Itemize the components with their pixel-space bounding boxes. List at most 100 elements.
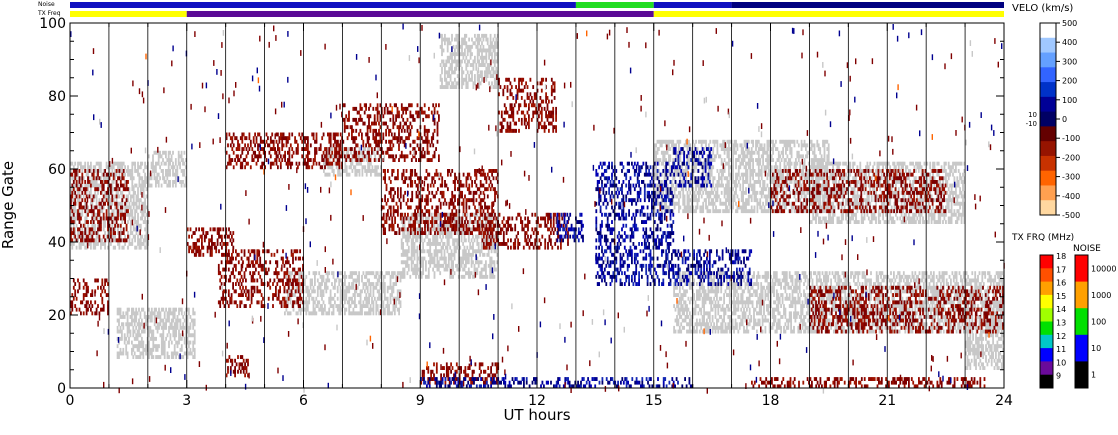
noise-colorbar [1074, 254, 1089, 389]
scatter-region-neg-12 [770, 169, 947, 214]
y-tick-label-40: 40 [48, 235, 66, 251]
x-tick-label-9: 9 [416, 393, 425, 409]
txfreq-label-9: 9 [1056, 372, 1061, 381]
txfreq-color-6 [1040, 334, 1053, 349]
txfreq-color-1 [1040, 268, 1053, 283]
y-tick-label-80: 80 [48, 89, 66, 105]
velo-color-12 [1040, 200, 1056, 216]
txfreq-label-14: 14 [1056, 305, 1066, 314]
noise-label-10000: 10000 [1091, 264, 1116, 273]
noise-label-1: 1 [1091, 371, 1096, 380]
txfreq-color-4 [1040, 308, 1053, 322]
y-axis-ticks: 0 20 40 60 80 100 [39, 16, 1004, 397]
noise-color-3 [1075, 334, 1088, 362]
txfreq-label-15: 15 [1056, 292, 1066, 301]
velo-label-3: 200 [1062, 77, 1077, 86]
x-tick-label-15: 15 [645, 393, 663, 409]
velo-label-6: -100 [1062, 134, 1080, 143]
scatter-region-neg-1 [70, 278, 109, 316]
scatter-region-ground-10 [965, 322, 1004, 370]
velo-label-5: 0 [1062, 115, 1067, 124]
y-tick-label-60: 60 [48, 162, 66, 178]
scatter-region-neg-0 [70, 169, 129, 243]
y-tick-label-0: 0 [57, 381, 66, 397]
velo-color-8 [1040, 141, 1056, 157]
x-axis-ticks: 0 3 6 9 12 15 18 21 24 [66, 23, 1013, 409]
txfreq-color-5 [1040, 321, 1053, 336]
x-tick-label-18: 18 [762, 393, 780, 409]
y-tick-label-100: 100 [39, 16, 66, 32]
x-axis-label: UT hours [503, 406, 570, 424]
noise-color-0 [1075, 255, 1088, 283]
txfreq-segment-1 [186, 11, 654, 17]
scatter-region-pos-2 [420, 377, 694, 389]
noise-color-4 [1075, 361, 1088, 389]
velocity-colorbar-labels: 500 400 300 200 100 0 -100 -200 -300 -400 -500 10-1… [1026, 19, 1081, 220]
velo-color-1 [1040, 37, 1056, 54]
velo-color-11 [1040, 185, 1056, 201]
velo-color-0 [1040, 23, 1056, 39]
scatter-region-ground-2 [147, 150, 187, 188]
velo-label-4: 100 [1062, 96, 1077, 105]
velo-label-9: -400 [1062, 192, 1080, 201]
txfreq-segment-0 [70, 11, 187, 17]
top-status-bars [70, 2, 1004, 17]
scatter-region-pos-3 [673, 249, 753, 286]
txfreq-colorbar [1039, 254, 1054, 389]
velo-color-9 [1040, 155, 1056, 172]
velo-color-10 [1040, 170, 1056, 186]
velo-label-10: -500 [1062, 211, 1080, 220]
txfreq-label-10: 10 [1056, 358, 1066, 367]
scatter-region-neg-5 [342, 103, 440, 162]
txfreq-colorbar-title: TX FRQ (MHz) [1011, 233, 1074, 243]
scatter-data [70, 23, 1005, 394]
velocity-colorbar-title: VELO (km/s) [1012, 3, 1073, 14]
velo-label-2: 300 [1062, 57, 1077, 66]
scatter-region-neg-13 [809, 285, 1004, 334]
x-tick-label-12: 12 [528, 393, 546, 409]
scatter-region-ground-1 [116, 307, 196, 359]
velo-color-2 [1040, 52, 1056, 68]
scatter-region-neg-4 [217, 249, 304, 308]
velo-label-7: -200 [1062, 153, 1080, 162]
txfreq-color-9 [1040, 374, 1053, 389]
x-tick-label-24: 24 [995, 393, 1013, 409]
x-tick-label-3: 3 [182, 393, 191, 409]
hour-gridlines [69, 22, 1005, 389]
velo-inner-label-0: 10 [1028, 111, 1037, 119]
noise-label-100: 100 [1091, 318, 1106, 327]
txfreq-color-8 [1040, 361, 1053, 376]
txfreq-color-3 [1040, 294, 1053, 309]
noise-color-1 [1075, 281, 1088, 309]
noise-bar-label: Noise [38, 1, 55, 8]
txfreq-bar-label: TX Freq [37, 10, 61, 17]
velo-color-3 [1040, 67, 1056, 83]
txfreq-label-16: 16 [1056, 279, 1066, 288]
velo-color-5 [1040, 96, 1056, 113]
y-tick-label-20: 20 [48, 308, 66, 324]
noise-label-1000: 1000 [1091, 291, 1111, 300]
velo-label-1: 400 [1062, 38, 1077, 47]
velo-color-4 [1040, 82, 1056, 98]
x-tick-label-21: 21 [878, 393, 896, 409]
velo-color-7 [1040, 126, 1056, 142]
noise-colorbar-labels: 10000 1000 100 10 1 [1091, 264, 1116, 379]
txfreq-color-2 [1040, 281, 1053, 296]
scatter-region-neg-3 [225, 132, 343, 170]
txfreq-label-18: 18 [1056, 252, 1066, 261]
velo-inner-label-1: -10 [1026, 120, 1037, 128]
velo-color-6 [1040, 111, 1056, 127]
txfreq-segment-2 [653, 11, 1004, 17]
noise-colorbar-title: NOISE [1073, 244, 1101, 254]
txfreq-label-11: 11 [1056, 345, 1066, 354]
txfreq-label-13: 13 [1056, 319, 1066, 328]
scatter-region-neg-10 [225, 355, 249, 378]
txfreq-color-0 [1040, 255, 1053, 269]
noise-segment-0 [70, 2, 576, 8]
velo-label-8: -300 [1062, 173, 1080, 182]
x-tick-label-0: 0 [66, 393, 75, 409]
noise-segment-2 [653, 2, 732, 8]
noise-label-10: 10 [1091, 344, 1101, 353]
